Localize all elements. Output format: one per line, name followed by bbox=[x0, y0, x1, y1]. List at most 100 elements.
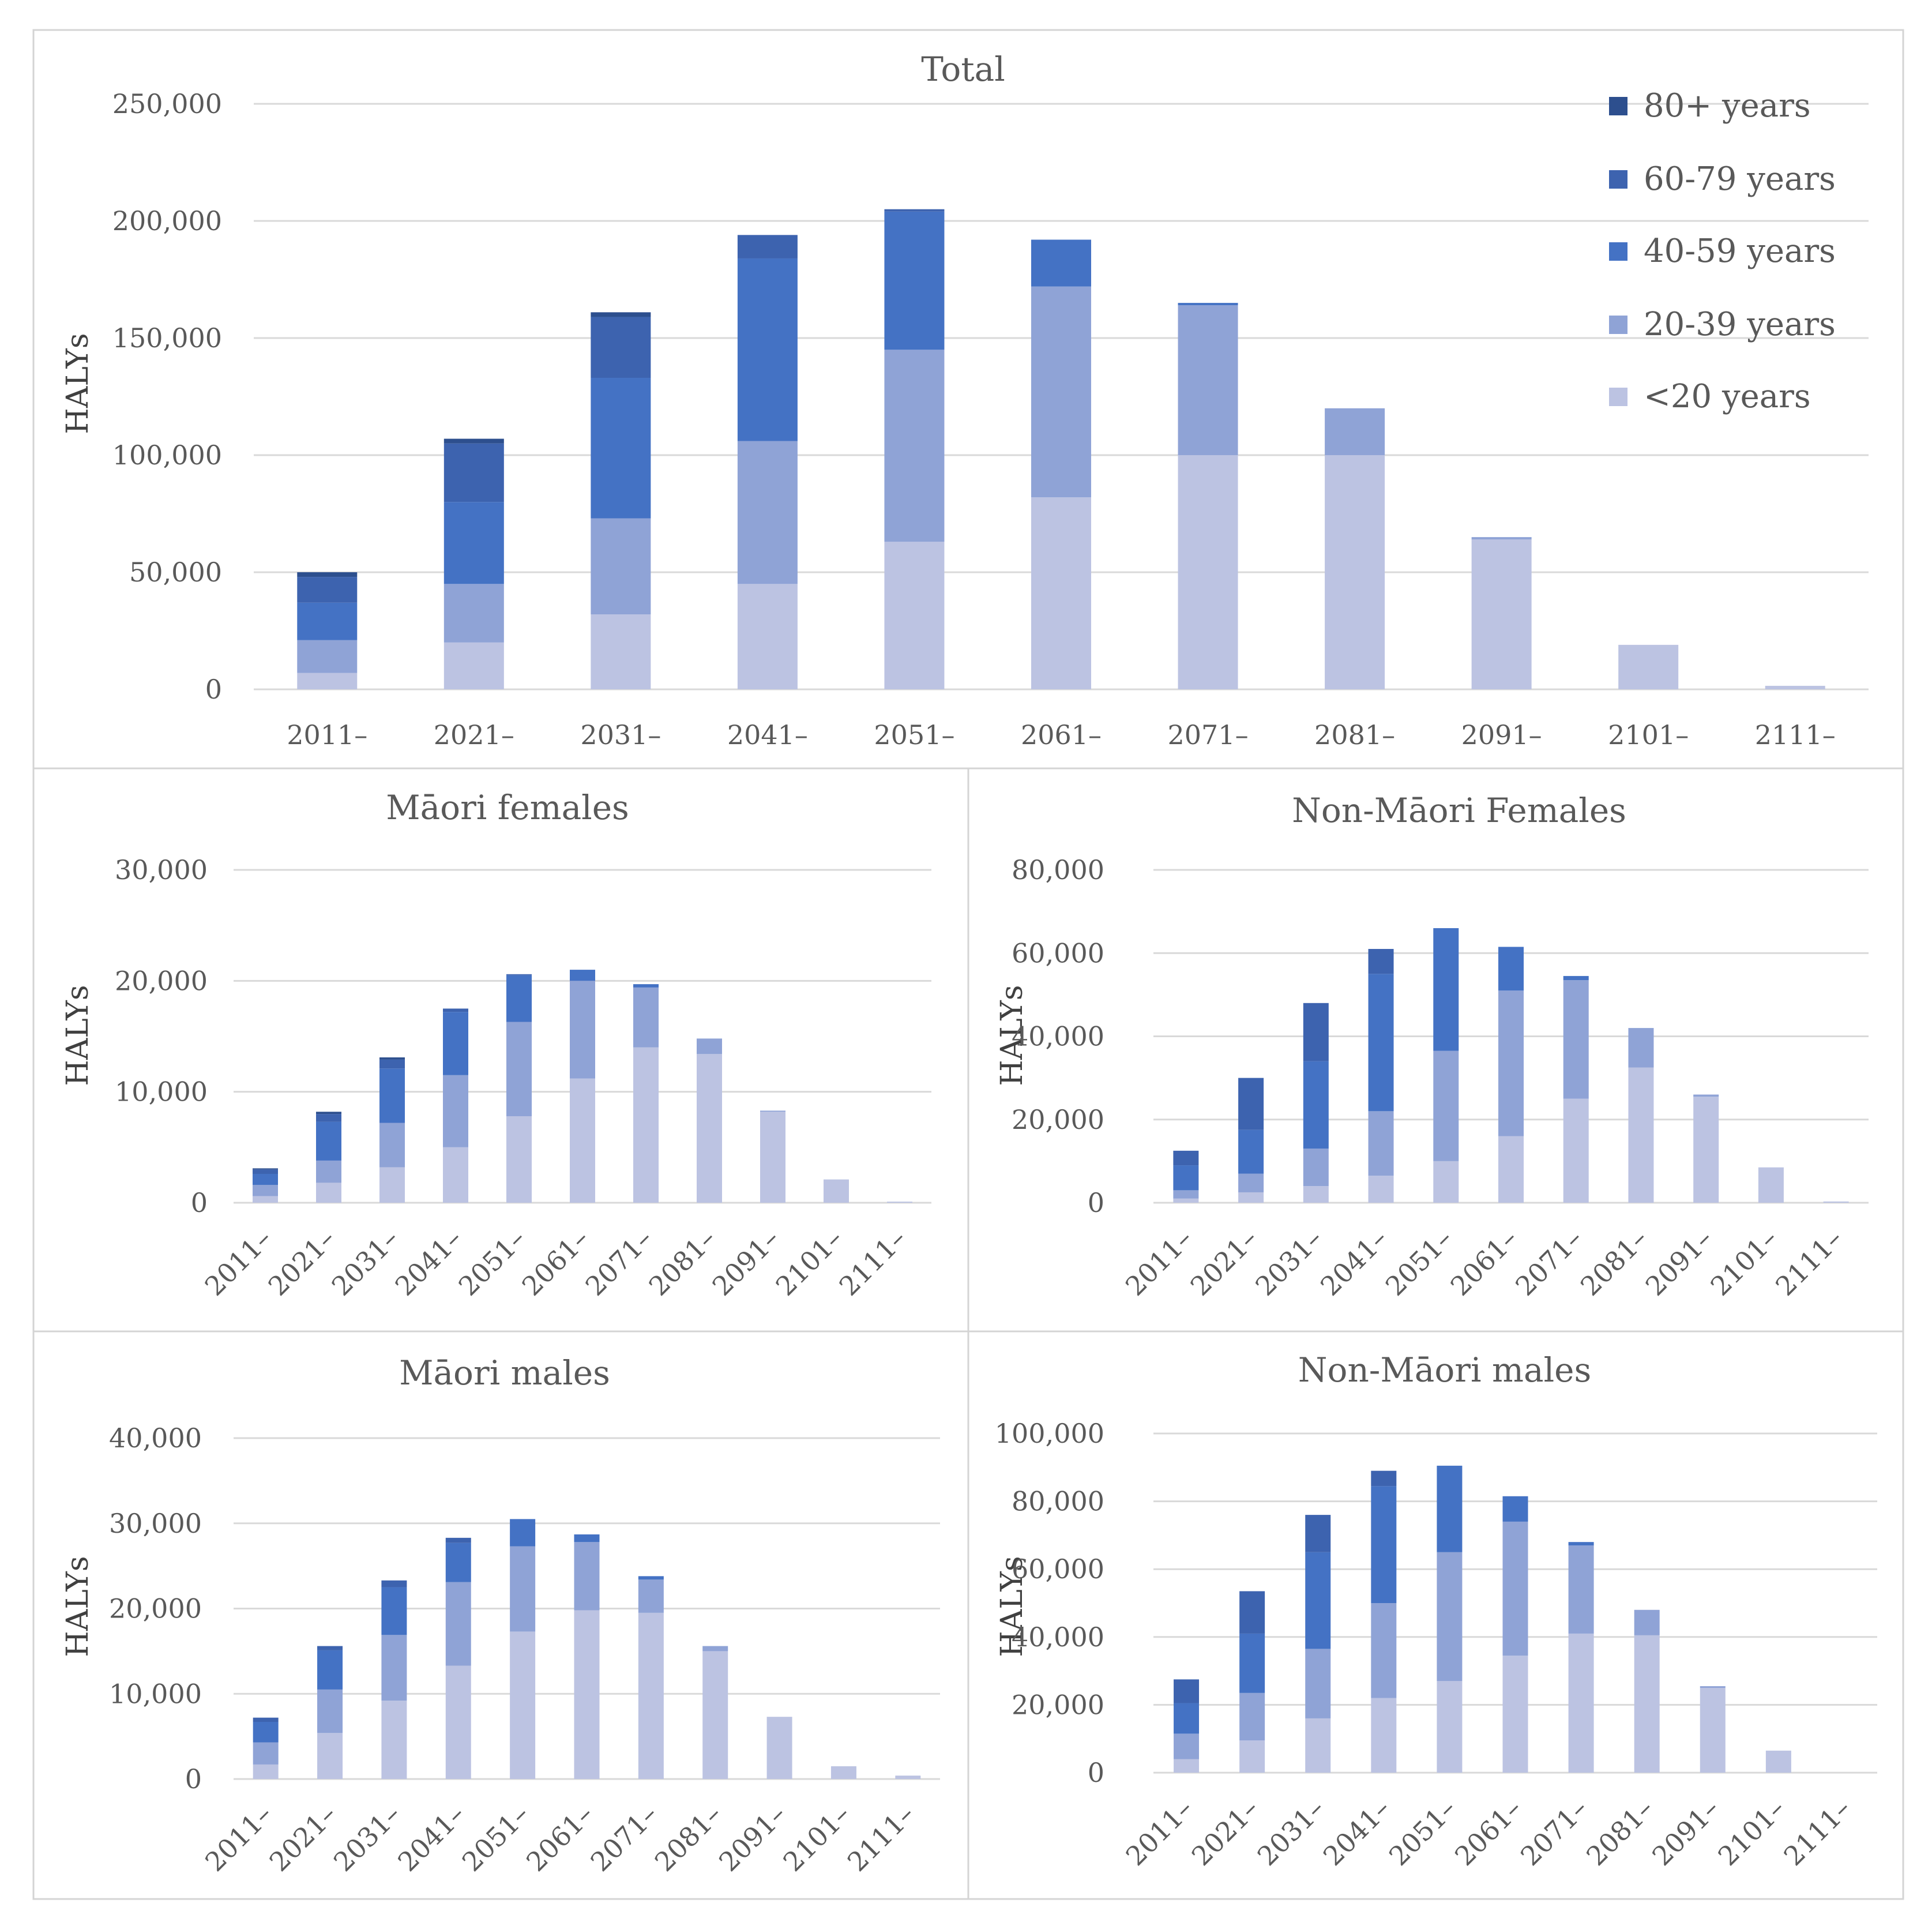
bar-under-20-years-2111 bbox=[895, 1776, 921, 1779]
bar-40-59-years-2051 bbox=[1437, 1465, 1463, 1552]
bar-40-59-years-2071 bbox=[633, 984, 659, 988]
bar-20-39-years-2061 bbox=[570, 981, 595, 1079]
bar-20-39-years-2071 bbox=[633, 987, 659, 1048]
bar-under-20-years-2091 bbox=[760, 1112, 785, 1203]
bar-under-20-years-2111 bbox=[1765, 685, 1825, 689]
y-tick-label: 0 bbox=[205, 674, 222, 705]
bar-20-39-years-2031 bbox=[379, 1123, 405, 1168]
bar-20-39-years-2081 bbox=[1628, 1028, 1654, 1068]
bar-40-59-years-2061 bbox=[570, 970, 595, 981]
bar-40-59-years-2071 bbox=[1568, 1542, 1594, 1546]
bar-40-59-years-2071 bbox=[638, 1576, 664, 1580]
y-axis-label: HALYs bbox=[61, 1556, 95, 1657]
bar-40-59-years-2011 bbox=[297, 602, 358, 640]
x-tick-label: 2111– bbox=[1755, 719, 1836, 750]
bar-under-20-years-2091 bbox=[1693, 1097, 1719, 1203]
bar-40-59-years-2031 bbox=[379, 1068, 405, 1123]
bar-60-79-years-2031 bbox=[1303, 1003, 1329, 1061]
y-tick-label: 20,000 bbox=[109, 1593, 202, 1624]
y-axis-label: HALYs bbox=[61, 333, 95, 434]
bar-under-20-years-2041 bbox=[1368, 1176, 1394, 1203]
bar-20-39-years-2061 bbox=[1031, 286, 1091, 498]
legend-label-60-79: 60-79 years bbox=[1644, 160, 1836, 198]
legend-swatch-under-20 bbox=[1609, 388, 1627, 406]
y-tick-label: 0 bbox=[191, 1187, 208, 1218]
bar-60-79-years-2011 bbox=[253, 1169, 278, 1174]
bar-60-79-years-2051 bbox=[884, 209, 945, 212]
bar-under-20-years-2051 bbox=[1433, 1161, 1459, 1203]
bar-20-39-years-2051 bbox=[1433, 1050, 1459, 1161]
bar-20-39-years-2031 bbox=[1303, 1149, 1329, 1187]
bar-under-20-years-2091 bbox=[1700, 1688, 1726, 1773]
bar-under-20-years-2021 bbox=[1239, 1740, 1265, 1773]
bar-60-79-years-2041 bbox=[1371, 1470, 1397, 1487]
bar-40-59-years-2061 bbox=[1498, 947, 1524, 991]
bar-40-59-years-2071 bbox=[1178, 303, 1238, 306]
x-tick-label: 2101– bbox=[1608, 719, 1689, 750]
bar-under-20-years-2041 bbox=[1371, 1698, 1397, 1773]
y-tick-label: 50,000 bbox=[129, 557, 222, 588]
bar-40-59-years-2061 bbox=[574, 1534, 600, 1543]
bar-under-20-years-2101 bbox=[1758, 1167, 1784, 1203]
y-axis-label: HALYs bbox=[995, 1556, 1029, 1657]
bar-80-plus-years-2011 bbox=[253, 1168, 278, 1170]
y-tick-label: 80,000 bbox=[1012, 1486, 1104, 1517]
bar-under-20-years-2051 bbox=[1437, 1681, 1463, 1773]
bar-20-39-years-2021 bbox=[317, 1689, 343, 1733]
y-tick-label: 100,000 bbox=[112, 440, 222, 471]
bar-40-59-years-2041 bbox=[443, 1012, 468, 1075]
bar-20-39-years-2061 bbox=[574, 1542, 600, 1611]
bar-40-59-years-2031 bbox=[381, 1587, 407, 1635]
bar-40-59-years-2041 bbox=[1368, 974, 1394, 1112]
bar-under-20-years-2101 bbox=[1618, 644, 1679, 689]
bar-under-20-years-2091 bbox=[1471, 539, 1532, 689]
y-tick-label: 30,000 bbox=[109, 1508, 202, 1539]
bar-under-20-years-2051 bbox=[506, 1116, 532, 1203]
bar-under-20-years-2021 bbox=[317, 1733, 343, 1779]
bar-under-20-years-2031 bbox=[1303, 1186, 1329, 1203]
bar-40-59-years-2041 bbox=[737, 258, 798, 441]
bar-under-20-years-2031 bbox=[591, 614, 651, 689]
bar-20-39-years-2041 bbox=[737, 441, 798, 584]
bar-60-79-years-2051 bbox=[506, 974, 532, 975]
x-tick-label: 2021– bbox=[434, 719, 514, 750]
bar-under-20-years-2031 bbox=[379, 1167, 405, 1203]
bar-60-79-years-2021 bbox=[443, 443, 504, 502]
bar-under-20-years-2011 bbox=[297, 673, 358, 689]
chart-title: Māori females bbox=[386, 788, 629, 827]
bar-20-39-years-2081 bbox=[702, 1646, 728, 1652]
chart-total: Total HALYs 80+ years 60-79 years 40-59 … bbox=[61, 50, 1869, 750]
x-tick-label: 2081– bbox=[1314, 719, 1395, 750]
y-tick-label: 20,000 bbox=[1012, 1689, 1104, 1720]
bar-20-39-years-2071 bbox=[638, 1579, 664, 1613]
bar-40-59-years-2011 bbox=[253, 1722, 279, 1743]
y-tick-label: 30,000 bbox=[115, 854, 208, 885]
bar-80-plus-years-2021 bbox=[316, 1112, 341, 1114]
bar-20-39-years-2051 bbox=[510, 1546, 536, 1632]
bar-under-20-years-2021 bbox=[1238, 1192, 1264, 1203]
bar-40-59-years-2021 bbox=[1238, 1129, 1264, 1174]
bar-20-39-years-2051 bbox=[884, 350, 945, 542]
bar-20-39-years-2041 bbox=[443, 1075, 468, 1147]
bar-20-39-years-2051 bbox=[1437, 1552, 1463, 1682]
legend-swatch-40-59 bbox=[1609, 242, 1627, 261]
bar-20-39-years-2091 bbox=[1700, 1686, 1726, 1688]
bar-under-20-years-2071 bbox=[638, 1612, 664, 1779]
bar-20-39-years-2091 bbox=[1471, 537, 1532, 540]
bar-60-79-years-2021 bbox=[316, 1114, 341, 1122]
y-tick-label: 60,000 bbox=[1012, 937, 1104, 969]
y-tick-label: 80,000 bbox=[1012, 854, 1104, 885]
bar-20-39-years-2011 bbox=[297, 640, 358, 673]
bar-40-59-years-2011 bbox=[1173, 1165, 1199, 1191]
bar-20-39-years-2031 bbox=[1305, 1649, 1331, 1718]
bar-under-20-years-2021 bbox=[443, 642, 504, 689]
x-tick-label: 2071– bbox=[1168, 719, 1249, 750]
bar-20-39-years-2081 bbox=[1634, 1609, 1660, 1635]
bar-20-39-years-2041 bbox=[1371, 1603, 1397, 1698]
bar-60-79-years-2031 bbox=[379, 1059, 405, 1069]
bar-40-59-years-2021 bbox=[1239, 1633, 1265, 1693]
bar-40-59-years-2031 bbox=[1305, 1552, 1331, 1649]
bar-40-59-years-2041 bbox=[445, 1543, 471, 1582]
bar-20-39-years-2021 bbox=[1238, 1173, 1264, 1192]
